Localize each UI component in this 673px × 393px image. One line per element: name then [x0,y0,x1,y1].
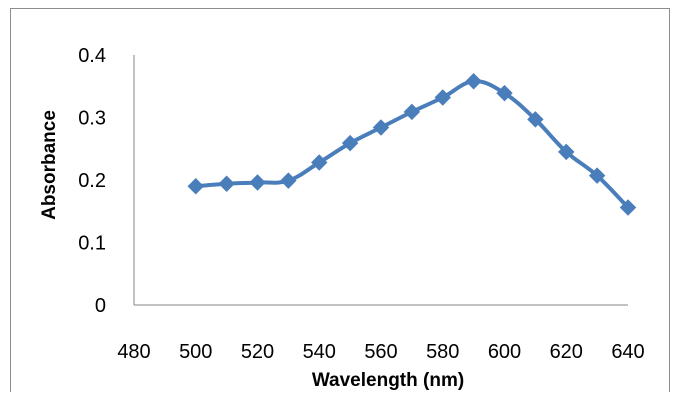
x-tick-label: 600 [488,341,521,363]
x-tick-label: 580 [426,341,459,363]
y-axis-title: Absorbance [39,110,60,220]
data-point-marker [527,111,544,128]
data-series [187,73,637,216]
data-point-marker [403,103,421,121]
y-tick-label: 0.4 [78,45,106,67]
data-point-marker [187,178,204,195]
x-tick-label: 520 [241,341,274,363]
x-tick-labels: 480 500 520 540 560 580 600 620 640 [117,341,644,363]
data-point-marker [619,199,637,216]
y-tick-label: 0.1 [78,233,106,255]
x-tick-label: 480 [117,341,150,363]
series-line [195,79,630,209]
y-tick-label: 0.2 [78,170,106,192]
data-point-marker [588,167,606,184]
data-point-marker [558,143,575,161]
data-point-marker [434,89,451,106]
x-tick-label: 640 [611,341,644,363]
x-tick-label: 540 [303,341,336,363]
x-tick-label: 620 [550,341,583,363]
axes [133,55,628,306]
x-tick-label: 560 [364,341,397,363]
data-point-marker [280,172,297,189]
data-point-marker [372,119,390,136]
x-axis-title: Wavelength (nm) [312,370,464,391]
data-point-marker [311,154,328,171]
data-point-marker [496,84,513,102]
data-point-marker [465,73,482,90]
chart-area [10,8,670,392]
data-point-marker [218,175,235,192]
y-tick-labels: 0 0.1 0.2 0.3 0.4 [78,45,106,317]
y-tick-label: 0 [95,295,106,317]
data-point-marker [341,134,359,152]
x-tick-label: 500 [179,341,212,363]
data-point-marker [249,174,266,191]
y-tick-label: 0.3 [78,108,106,130]
